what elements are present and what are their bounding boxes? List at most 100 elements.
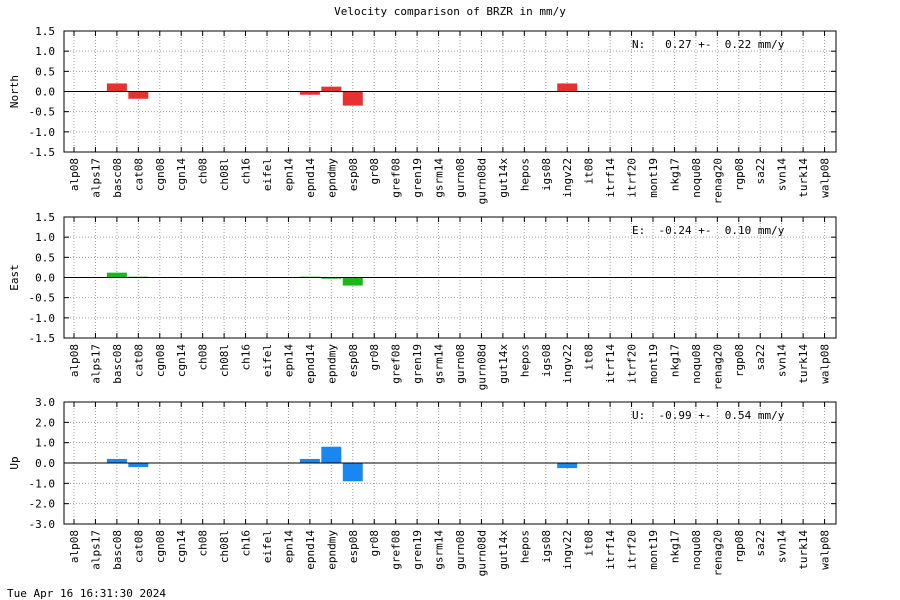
north-bar-cat08 [128,91,149,99]
north-xtick-label-it08: it08 [583,158,596,185]
north-bar-esp08 [342,91,363,106]
east-xtick-label-gref08: gref08 [390,344,403,384]
east-xtick-label-itrf20: itrf20 [626,344,639,384]
east-xtick-label-gurn08d: gurn08d [475,344,488,390]
up-ytick-label: 2.0 [35,416,55,429]
east-ytick-label: -1.0 [29,312,56,325]
north-bar-ingv22 [557,83,578,92]
up-xtick-label-epn14: epn14 [282,530,295,563]
east-xtick-label-hepos: hepos [518,344,531,377]
east-stat-annotation: E: -0.24 +- 0.10 mm/y [632,224,785,237]
east-xtick-label-gut14x: gut14x [497,344,510,384]
up-xtick-label-nkg17: nkg17 [668,530,681,563]
east-xtick-label-ch08: ch08 [197,344,210,371]
east-ytick-label: 1.5 [35,211,55,224]
east-xtick-label-turk14: turk14 [797,344,810,384]
north-ytick-label: -1.0 [29,126,56,139]
up-xtick-label-hepos: hepos [518,530,531,563]
east-xtick-label-svn14: svn14 [776,344,789,377]
north-xtick-label-gsrm14: gsrm14 [433,158,446,198]
up-xtick-label-sa22: sa22 [754,530,767,557]
north-xtick-label-turk14: turk14 [797,158,810,198]
north-xtick-label-igs08: igs08 [540,158,553,191]
north-xtick-label-alps17: alps17 [89,158,102,198]
north-xtick-label-ingv22: ingv22 [561,158,574,198]
up-xtick-label-ingv22: ingv22 [561,530,574,570]
north-axis-label: North [8,75,21,108]
up-xtick-label-cgn08: cgn08 [154,530,167,563]
north-xtick-label-itrf14: itrf14 [604,158,617,198]
east-xtick-label-renag20: renag20 [711,344,724,390]
east-xtick-label-gurn08: gurn08 [454,344,467,384]
east-bar-basc08 [106,272,127,278]
north-xtick-label-renag20: renag20 [711,158,724,204]
up-ytick-label: -2.0 [29,498,56,511]
up-xtick-label-epndmy: epndmy [325,530,338,570]
up-xtick-label-gref08: gref08 [390,530,403,570]
east-xtick-label-itrf14: itrf14 [604,344,617,384]
east-ytick-label: 1.0 [35,231,55,244]
north-xtick-label-hepos: hepos [518,158,531,191]
up-xtick-label-gurn08: gurn08 [454,530,467,570]
north-xtick-label-gurn08: gurn08 [454,158,467,198]
up-bar-esp08 [342,463,363,482]
north-ytick-label: 0.5 [35,65,55,78]
east-xtick-label-igs08: igs08 [540,344,553,377]
east-xtick-label-epnd14: epnd14 [304,344,317,384]
north-ytick-label: -1.5 [29,146,56,159]
up-axis-label: Up [8,456,21,469]
up-xtick-label-gren19: gren19 [411,530,424,570]
up-bar-epnd14 [299,458,320,463]
east-xtick-label-mont19: mont19 [647,344,660,384]
up-xtick-label-esp08: esp08 [347,530,360,563]
east-xtick-label-noqu08: noqu08 [690,344,703,384]
east-ytick-label: -1.5 [29,332,56,345]
up-bar-cat08 [128,463,149,468]
east-xtick-label-epndmy: epndmy [325,344,338,384]
up-xtick-label-cat08: cat08 [132,530,145,563]
north-xtick-label-ch08l: ch08l [218,158,231,191]
up-stat-annotation: U: -0.99 +- 0.54 mm/y [632,409,785,422]
up-xtick-label-ch08l: ch08l [218,530,231,563]
east-xtick-label-sa22: sa22 [754,344,767,371]
up-xtick-label-gr08: gr08 [368,530,381,557]
up-xtick-label-alp08: alp08 [68,530,81,563]
east-xtick-label-epn14: epn14 [282,344,295,377]
up-xtick-label-gurn08d: gurn08d [475,530,488,576]
up-xtick-label-gsrm14: gsrm14 [433,530,446,570]
east-xtick-label-rgp08: rgp08 [733,344,746,377]
up-ytick-label: 1.0 [35,437,55,450]
north-bar-basc08 [106,83,127,92]
up-xtick-label-walp08: walp08 [819,530,832,570]
north-xtick-label-cat08: cat08 [132,158,145,191]
north-ytick-label: 1.5 [35,25,55,38]
up-ytick-label: 0.0 [35,457,55,470]
timestamp: Tue Apr 16 16:31:30 2024 [7,587,166,600]
north-xtick-label-gut14x: gut14x [497,158,510,198]
north-xtick-label-alp08: alp08 [68,158,81,191]
east-xtick-label-cgn08: cgn08 [154,344,167,377]
up-bar-basc08 [106,458,127,463]
up-xtick-label-basc08: basc08 [111,530,124,570]
north-xtick-label-ch16: ch16 [240,158,253,185]
up-xtick-label-ch08: ch08 [197,530,210,557]
up-xtick-label-svn14: svn14 [776,530,789,563]
up-xtick-label-rgp08: rgp08 [733,530,746,563]
north-xtick-label-itrf20: itrf20 [626,158,639,198]
north-xtick-label-nkg17: nkg17 [668,158,681,191]
north-xtick-label-cgn14: cgn14 [175,158,188,191]
north-xtick-label-sa22: sa22 [754,158,767,185]
north-xtick-label-walp08: walp08 [819,158,832,198]
north-xtick-label-rgp08: rgp08 [733,158,746,191]
north-xtick-label-basc08: basc08 [111,158,124,198]
north-xtick-label-gurn08d: gurn08d [475,158,488,204]
up-ytick-label: 3.0 [35,396,55,409]
up-ytick-label: -3.0 [29,518,56,531]
north-xtick-label-epndmy: epndmy [325,158,338,198]
north-xtick-label-esp08: esp08 [347,158,360,191]
north-xtick-label-eifel: eifel [261,158,274,191]
east-xtick-label-cat08: cat08 [132,344,145,377]
east-xtick-label-walp08: walp08 [819,344,832,384]
east-xtick-label-ch16: ch16 [240,344,253,371]
east-xtick-label-it08: it08 [583,344,596,371]
